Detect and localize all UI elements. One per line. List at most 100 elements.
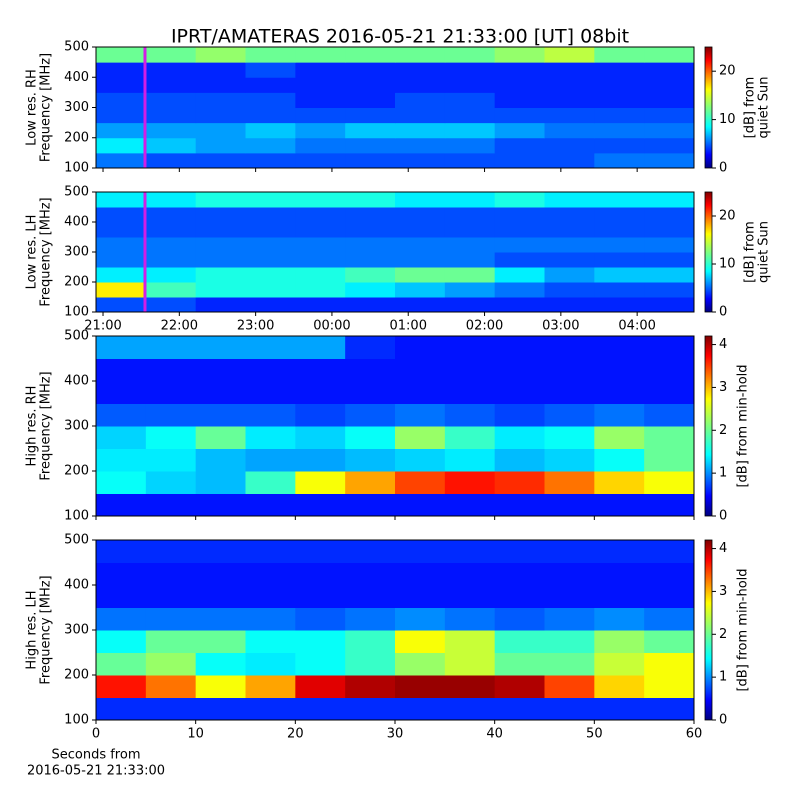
heatmap-cell [96,403,147,427]
heatmap-cell [96,47,147,63]
heatmap-cell [494,92,545,108]
heatmap-cell [96,207,147,223]
heatmap-cell [544,267,595,283]
heatmap-cell [195,47,246,63]
y-tick-label: 300 [64,623,89,638]
heatmap-cell [395,297,446,313]
heatmap-cell [544,540,595,563]
heatmap-cell [395,237,446,253]
heatmap-cell [544,630,595,653]
heatmap-cell [395,252,446,268]
chart-title: IPRT/AMATERAS 2016-05-21 21:33:00 [UT] 0… [171,26,629,48]
heatmap-cell [594,222,645,238]
heatmap-cell [195,152,246,169]
heatmap-cell [96,697,147,721]
heatmap-cell [494,252,545,268]
heatmap-cell [345,675,396,698]
heatmap-cell [195,540,246,563]
heatmap-cell [644,448,695,472]
x-tick-label: 30 [387,727,404,742]
colorbar-label: quiet Sun [757,221,772,283]
heatmap-cell [195,92,246,108]
y-tick-label: 100 [64,509,89,524]
heatmap-cell [644,607,695,631]
heatmap-cell [245,192,296,208]
heatmap-cell [145,652,197,676]
y-tick-label: 200 [64,275,89,290]
heatmap-cell [145,62,197,78]
heatmap-cell [195,697,246,721]
heatmap-cell [96,222,147,238]
heatmap-cell [245,540,296,563]
heatmap-cell [395,282,446,298]
heatmap-cell [345,107,396,124]
colorbar-tick-label: 4 [719,337,727,352]
heatmap-cell [644,152,695,169]
heatmap-cell [145,540,197,563]
heatmap-cell [444,403,496,427]
heatmap-cell [644,107,695,124]
heatmap-cell [245,207,296,223]
heatmap-cell [145,207,197,223]
y-tick-label: 100 [64,305,89,320]
heatmap-cell [494,207,545,223]
y-tick-label: 400 [64,578,89,593]
heatmap-cell [494,297,545,313]
heatmap-cell [395,152,446,169]
heatmap-cell [345,297,396,313]
heatmap-cell [594,585,645,608]
heatmap-cell [195,222,246,238]
heatmap-cell [345,122,396,139]
heatmap-cell [96,77,147,93]
heatmap-cell [345,448,396,472]
heatmap-cell [345,77,396,93]
heatmap-cell [544,585,595,608]
heatmap-cell [245,336,296,359]
heatmap-cell [494,152,545,169]
heatmap-cell [594,252,645,268]
colorbar [704,46,713,169]
heatmap-cell [444,107,496,124]
heatmap-cell [395,62,446,78]
heatmap-cell [644,297,695,313]
heatmap-cell [295,222,346,238]
heatmap-cell [544,252,595,268]
heatmap-cell [145,448,197,472]
heatmap-cell [145,297,197,313]
heatmap-cell [644,192,695,208]
heatmap-cell [96,192,147,208]
heatmap-cell [195,122,246,139]
heatmap-cell [494,267,545,283]
heatmap-cell [145,607,197,631]
heatmap-cell [195,282,246,298]
colorbar-tick-label: 0 [719,509,727,524]
heatmap-cell [96,630,147,653]
heatmap-cell [345,222,396,238]
heatmap-cell [544,652,595,676]
y-tick-label: 200 [64,130,89,145]
heatmap-cell [345,697,396,721]
heatmap-cell [96,62,147,78]
y-tick-label: 400 [64,215,89,230]
heatmap-cell [96,562,147,586]
heatmap-cell [544,77,595,93]
heatmap-cell [494,107,545,124]
heatmap-cell [96,336,147,359]
heatmap-cell [295,675,346,698]
heatmap-cell [245,267,296,283]
x-axis-label: Seconds from [51,748,140,763]
heatmap-cell [295,381,346,404]
heatmap-cell [145,137,197,154]
heatmap-cell [245,607,296,631]
x-tick-label: 40 [486,727,503,742]
y-axis-label: Frequency [MHz] [39,575,54,684]
y-tick-label: 100 [64,713,89,728]
heatmap-cell [494,282,545,298]
heatmap-cell [594,47,645,63]
heatmap-cell [295,137,346,154]
heatmap-cell [345,137,396,154]
heatmap-cell [594,122,645,139]
heatmap-cell [245,675,296,698]
colorbar-label: [dB] from [743,77,758,139]
